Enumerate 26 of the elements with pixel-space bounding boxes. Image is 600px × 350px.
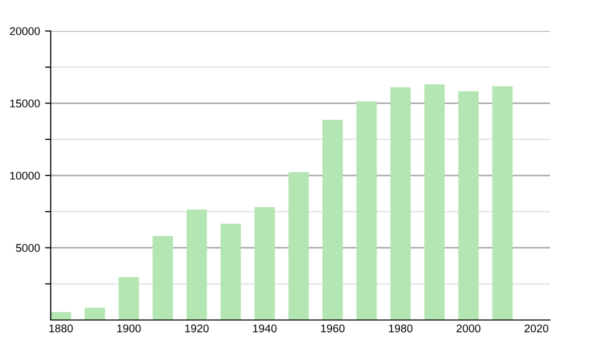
x-tick-label: 1880: [49, 324, 73, 332]
bar: [390, 87, 411, 320]
bar: [322, 120, 343, 320]
bar: [356, 101, 377, 320]
bar: [84, 308, 106, 320]
x-tick-label: 1980: [389, 324, 412, 332]
bar: [118, 277, 140, 320]
y-tick-label: 15000: [10, 100, 40, 108]
x-tick-label: 1940: [253, 324, 277, 332]
bar: [254, 207, 275, 320]
x-tick-label: 1960: [321, 324, 345, 332]
bar: [288, 172, 309, 320]
bar: [152, 236, 173, 320]
y-tick-label: 10000: [10, 172, 40, 180]
x-tick-label: 1920: [185, 324, 209, 332]
y-tick-label: 20000: [10, 27, 40, 36]
bar: [492, 86, 513, 320]
x-tick-label: 2000: [456, 324, 480, 332]
bar: [424, 84, 445, 320]
y-tick-label: 5000: [16, 244, 40, 252]
bar: [186, 209, 207, 320]
bar: [50, 312, 72, 320]
x-tick-label: 2020: [524, 324, 548, 332]
bar: [458, 91, 479, 320]
bar: [220, 224, 241, 320]
x-tick-label: 1900: [117, 324, 141, 332]
